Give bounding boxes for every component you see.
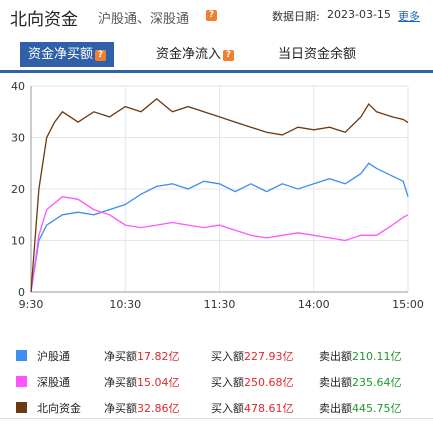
- buy-label: 买入额: [211, 402, 244, 415]
- net-buy-label: 净买额: [104, 350, 137, 363]
- series-line: [30, 162, 409, 293]
- tab-net-inflow[interactable]: 资金净流入?: [156, 42, 235, 67]
- x-tick-label: 10:30: [109, 298, 141, 311]
- sell-label: 卖出额: [319, 402, 352, 415]
- net-buy-label: 净买额: [104, 402, 137, 415]
- sell-amount: 卖出额235.64亿: [319, 374, 402, 390]
- tab-label: 资金净买额: [28, 47, 94, 62]
- tab-label: 资金净流入: [156, 47, 222, 62]
- sell-value: 445.75亿: [352, 402, 402, 415]
- date-value: 2023-03-15: [327, 8, 391, 21]
- buy-amount: 买入额478.61亿: [211, 400, 294, 416]
- legend-swatch: [16, 402, 27, 413]
- buy-label: 买入额: [211, 350, 244, 363]
- series-line: [30, 196, 409, 293]
- tab-label: 当日资金余额: [278, 47, 357, 62]
- x-tick-label: 14:00: [298, 298, 330, 311]
- legend-swatch: [16, 350, 27, 361]
- buy-label: 买入额: [211, 376, 244, 389]
- y-tick-label: 0: [18, 286, 25, 299]
- net-buy-label: 净买额: [104, 376, 137, 389]
- y-tick-label: 10: [11, 235, 25, 248]
- sell-amount: 卖出额210.11亿: [319, 348, 402, 364]
- sell-value: 235.64亿: [352, 376, 402, 389]
- legend-name: 深股通: [37, 376, 70, 389]
- x-tick-label: 11:30: [204, 298, 236, 311]
- series-line: [30, 98, 409, 293]
- subtitle: 沪股通、深股通: [98, 12, 190, 27]
- net-buy-value: 17.82亿: [137, 350, 180, 363]
- legend-row: 深股通 净买额15.04亿 买入额250.68亿 卖出额235.64亿: [0, 368, 433, 394]
- sell-label: 卖出额: [319, 376, 352, 389]
- y-tick-label: 30: [11, 132, 25, 145]
- tab-balance[interactable]: 当日资金余额: [278, 42, 356, 67]
- legend-name: 沪股通: [37, 350, 70, 363]
- more-link[interactable]: 更多: [398, 10, 420, 23]
- net-buy-value: 15.04亿: [137, 376, 180, 389]
- page-title: 北向资金: [10, 10, 78, 30]
- divider: [0, 418, 433, 419]
- buy-value: 227.93亿: [244, 350, 294, 363]
- legend-row: 北向资金 净买额32.86亿 买入额478.61亿 卖出额445.75亿: [0, 394, 433, 420]
- help-icon[interactable]: ?: [206, 10, 217, 21]
- net-buy: 净买额15.04亿: [104, 374, 180, 390]
- help-icon[interactable]: ?: [95, 50, 107, 61]
- buy-amount: 买入额227.93亿: [211, 348, 294, 364]
- sell-label: 卖出额: [319, 350, 352, 363]
- legend-name: 北向资金: [37, 402, 81, 415]
- net-buy: 净买额32.86亿: [104, 400, 180, 416]
- date-label: 数据日期:: [272, 10, 320, 23]
- sell-amount: 卖出额445.75亿: [319, 400, 402, 416]
- net-buy: 净买额17.82亿: [104, 348, 180, 364]
- tab-net-buy[interactable]: 资金净买额?: [20, 42, 115, 67]
- buy-value: 478.61亿: [244, 402, 294, 415]
- line-chart: 0 10 20 30 40 9:30 10:30 11:30 14:00 15:00: [11, 80, 424, 311]
- tab-bar: 资金净买额? 资金净流入? 当日资金余额: [0, 42, 433, 73]
- header: 北向资金 沪股通、深股通 ? 数据日期: 2023-03-15 更多: [0, 0, 433, 30]
- legend-row: 沪股通 净买额17.82亿 买入额227.93亿 卖出额210.11亿: [0, 342, 433, 368]
- help-icon[interactable]: ?: [223, 50, 235, 61]
- y-tick-label: 40: [11, 80, 25, 93]
- net-buy-value: 32.86亿: [137, 402, 180, 415]
- sell-value: 210.11亿: [352, 350, 402, 363]
- x-tick-label: 9:30: [19, 298, 44, 311]
- legend-swatch: [16, 376, 27, 387]
- buy-value: 250.68亿: [244, 376, 294, 389]
- buy-amount: 买入额250.68亿: [211, 374, 294, 390]
- x-tick-label: 15:00: [392, 298, 424, 311]
- y-tick-label: 20: [11, 183, 25, 196]
